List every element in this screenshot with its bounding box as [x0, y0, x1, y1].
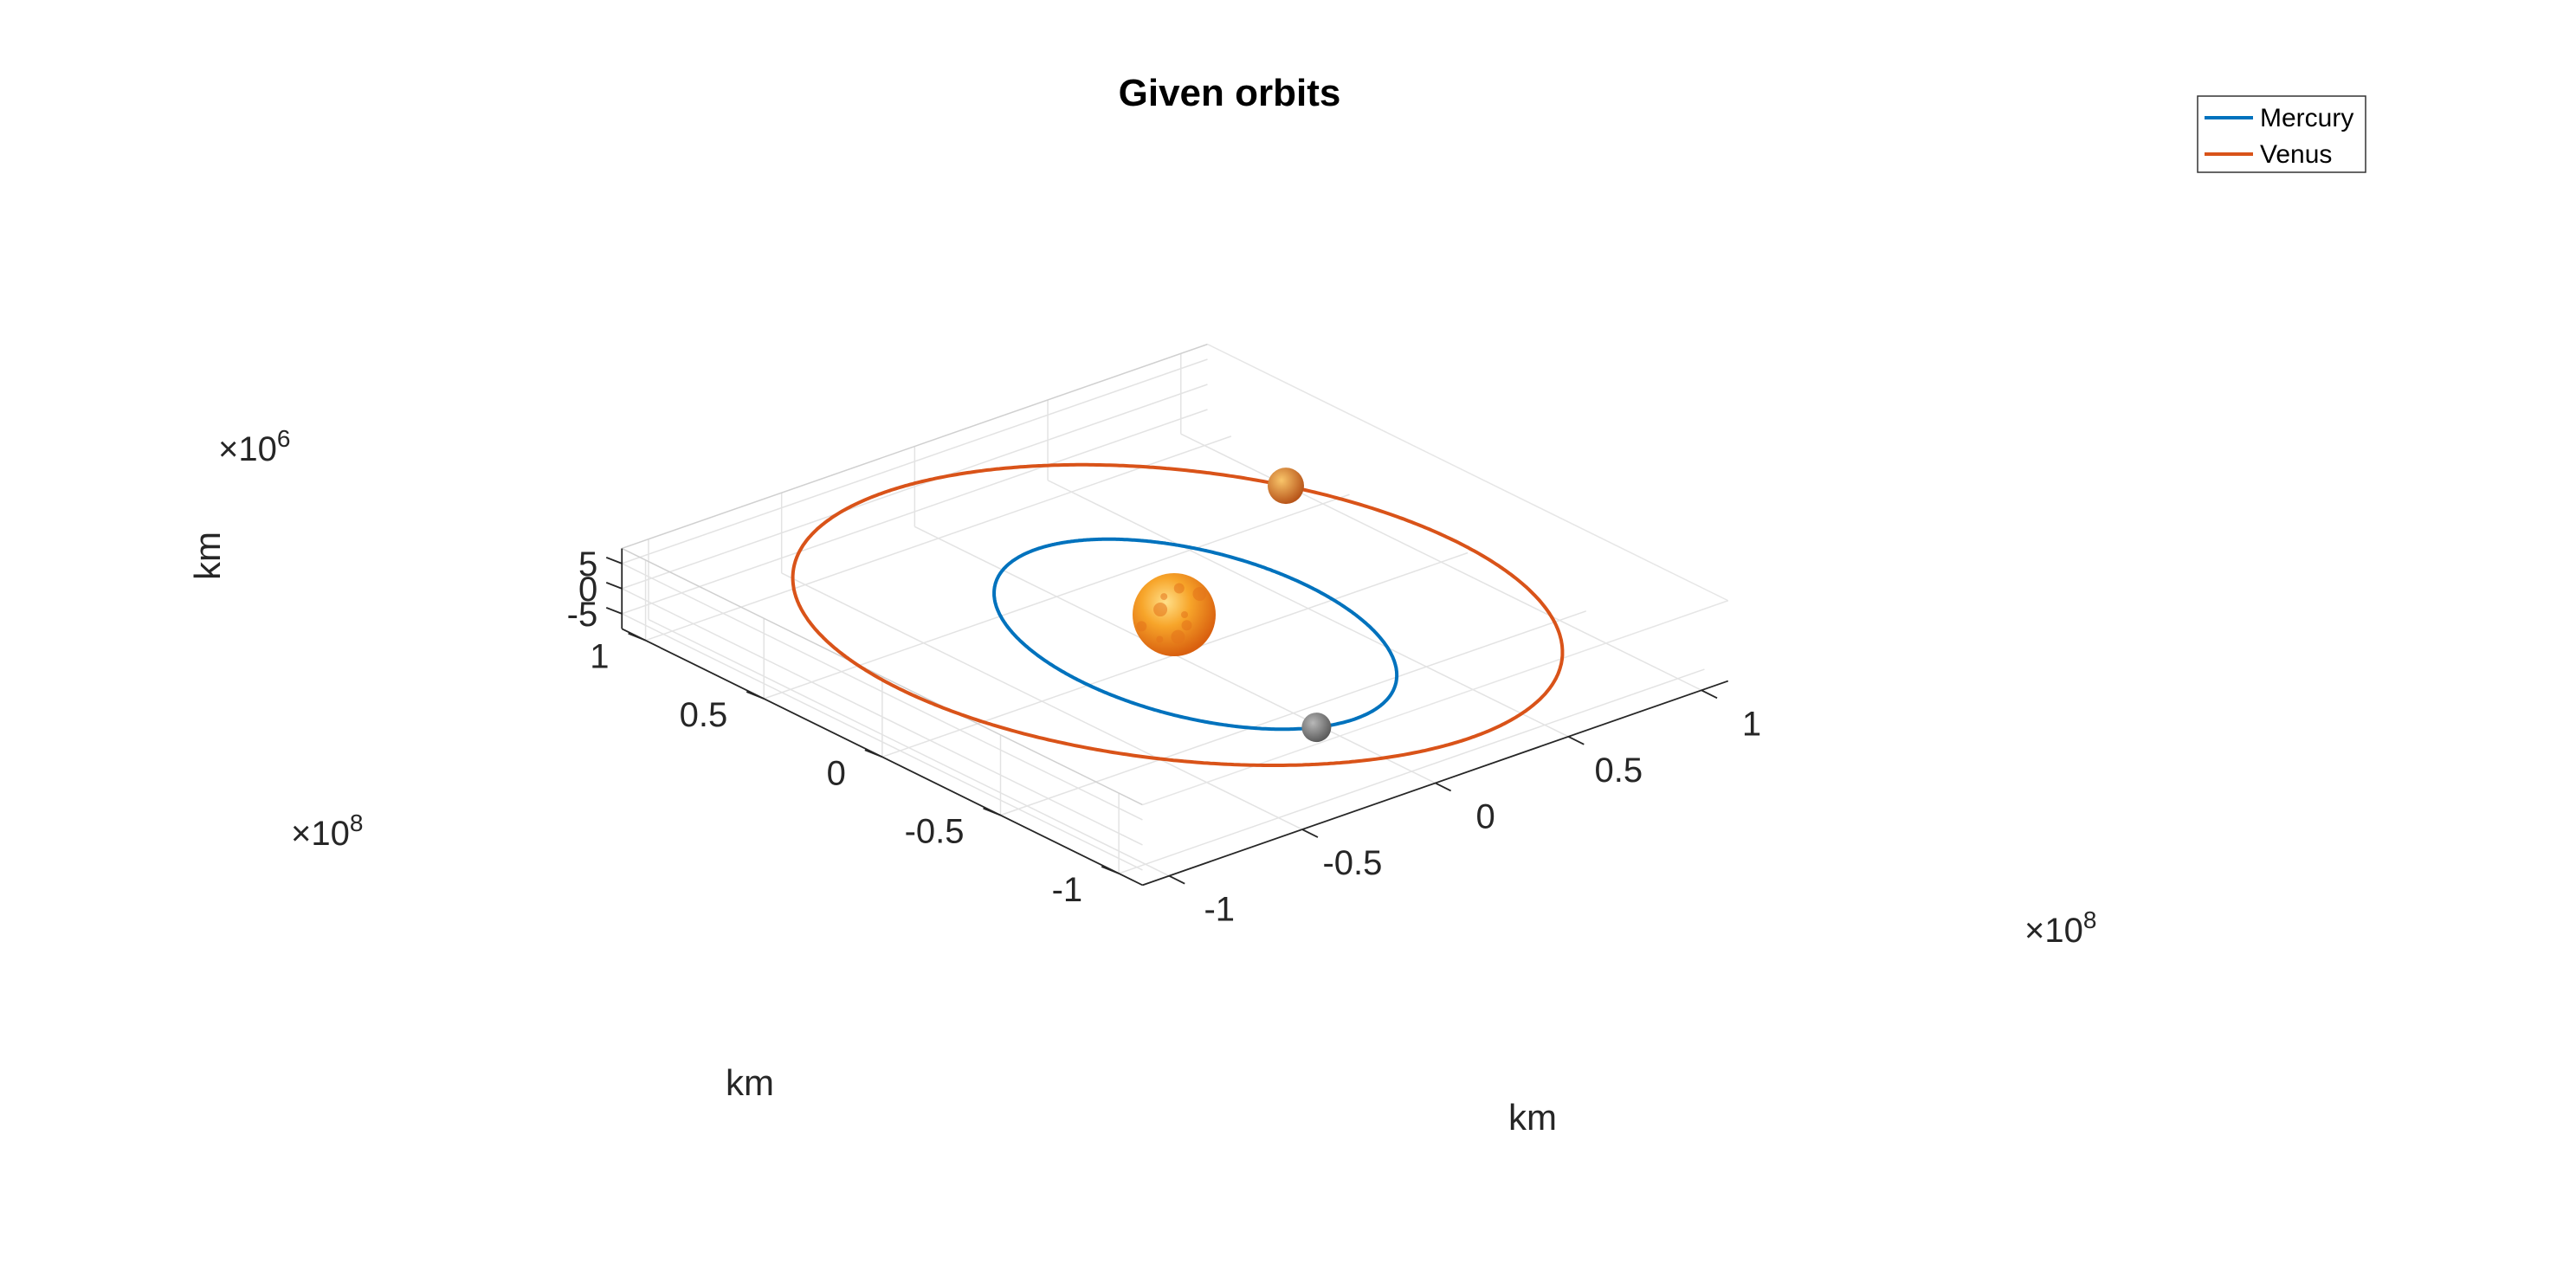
sun-texture-spot: [1136, 621, 1147, 632]
x-tick-mark: [1567, 736, 1585, 745]
z-tick-mark: [605, 582, 623, 590]
axes-box: [605, 548, 1729, 887]
y-exponent-prefix: ×10: [291, 815, 350, 853]
z-axis-label: km: [187, 532, 228, 580]
legend-label-venus: Venus: [2260, 140, 2332, 169]
box-edge: [1207, 343, 1729, 602]
z-tick-label: 0: [578, 571, 597, 609]
y-axis-label: km: [726, 1062, 774, 1103]
box-edge: [1142, 600, 1729, 806]
legend-box: [2197, 95, 2366, 173]
z-tick-mark: [605, 607, 623, 615]
legend-label-mercury: Mercury: [2260, 104, 2353, 132]
svg-text:×106: ×106: [218, 425, 290, 468]
x-axis-line: [1142, 680, 1729, 887]
planet-bodies: [1133, 468, 1332, 743]
x-tick-label: 1: [1742, 705, 1761, 743]
grid-wall-z: [621, 613, 1143, 871]
y-tick-label: 0: [827, 754, 846, 792]
grid-line-y: [1000, 610, 1587, 816]
chart-title: Given orbits: [1119, 72, 1341, 114]
x-tick-label: -0.5: [1322, 844, 1382, 882]
axes-grid: [621, 343, 1729, 877]
orbit-lines: [791, 462, 1565, 767]
grid-wall-z: [621, 563, 1143, 821]
grid-line-y: [1118, 668, 1705, 874]
x-exponent-prefix: ×10: [2024, 912, 2083, 950]
sun-texture-spot: [1192, 587, 1207, 602]
mercury-icon: [1301, 713, 1332, 743]
x-tick-label: 0.5: [1595, 751, 1643, 790]
y-tick-label: -0.5: [905, 813, 965, 851]
sun-texture-spot: [1156, 635, 1164, 643]
grid-wall-z: [621, 588, 1143, 846]
y-tick-label: 0.5: [680, 696, 728, 734]
grid-line-y: [763, 493, 1350, 700]
y-tick-label: -1: [1052, 871, 1083, 909]
x-axis-label: km: [1508, 1097, 1557, 1138]
y-tick-mark: [746, 691, 765, 700]
x-exponent-value: 8: [2083, 906, 2097, 933]
x-tick-label: 0: [1476, 797, 1495, 835]
z-exponent-label: ×106: [218, 425, 290, 468]
svg-text:×108: ×108: [291, 809, 363, 853]
y-exponent-label: ×108: [291, 809, 363, 853]
grid-line-y: [645, 435, 1232, 642]
tick-labels: -1-0.500.51-1-0.500.51-505: [567, 545, 1762, 929]
z-tick-label: -5: [567, 596, 598, 634]
y-tick-mark: [628, 632, 646, 642]
sun-texture-spot: [1171, 629, 1185, 644]
legend[interactable]: Mercury Venus: [2197, 95, 2366, 173]
grid-wall-z: [621, 358, 1208, 564]
sun-icon: [1133, 573, 1216, 656]
grid-wall-z: [621, 384, 1208, 590]
y-tick-mark: [983, 807, 1001, 816]
x-tick-mark: [1168, 874, 1185, 885]
box-edge: [621, 547, 1143, 806]
y-exponent-value: 8: [350, 809, 364, 836]
x-tick-label: -1: [1204, 891, 1235, 929]
z-tick-mark: [605, 557, 623, 564]
orbit-line-venus: [791, 462, 1565, 767]
grid-wall-z: [621, 409, 1208, 615]
venus-icon: [1268, 468, 1305, 505]
sun-texture-spot: [1181, 611, 1188, 618]
z-exponent-value: 6: [277, 425, 291, 452]
svg-text:×108: ×108: [2024, 906, 2096, 950]
x-exponent-label: ×108: [2024, 906, 2096, 950]
x-tick-mark: [1301, 829, 1319, 838]
box-edge: [621, 343, 1208, 550]
z-tick-label: 5: [578, 545, 597, 584]
sun-texture-spot: [1173, 583, 1185, 594]
x-tick-mark: [1435, 782, 1452, 792]
orbit-line-mercury: [992, 537, 1399, 732]
y-tick-label: 1: [590, 638, 609, 676]
y-tick-mark: [864, 749, 883, 758]
z-exponent-prefix: ×10: [218, 430, 277, 468]
x-tick-mark: [1701, 689, 1718, 700]
y-tick-mark: [1101, 866, 1120, 874]
sun-texture-spot: [1181, 620, 1192, 631]
sun-texture-spot: [1160, 593, 1168, 601]
sun-texture-spot: [1153, 603, 1168, 617]
